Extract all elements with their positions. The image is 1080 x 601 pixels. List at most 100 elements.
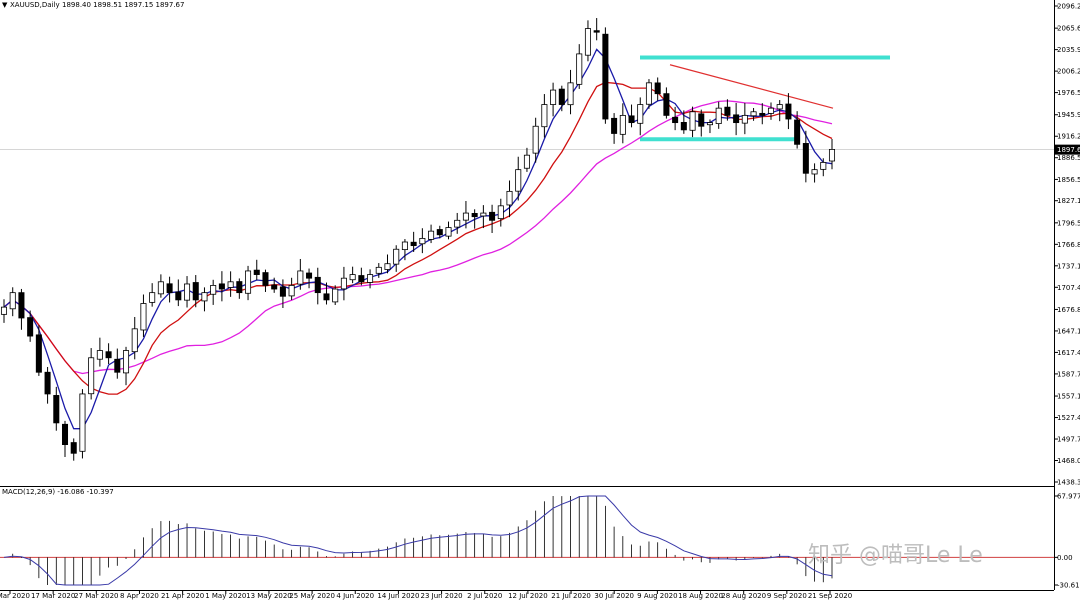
candle-body (637, 104, 644, 124)
price-tick-label: 1916.20 (1057, 133, 1080, 141)
candle-body (236, 281, 243, 294)
price-tick-label: 1945.90 (1057, 111, 1080, 119)
date-tick-label: 21 Apr 2020 (161, 592, 204, 600)
current-price-box (1055, 144, 1080, 155)
candle-body (175, 291, 182, 301)
candle-body (384, 263, 391, 270)
candle-body (157, 281, 164, 295)
candle-body (741, 114, 748, 124)
candle-body (367, 274, 374, 283)
candle-body (123, 350, 130, 374)
candle-body (532, 125, 539, 154)
candle-body (70, 442, 77, 454)
candle-body (393, 248, 400, 265)
candle-body (436, 229, 443, 236)
candle-body (811, 169, 818, 175)
price-tick-label: 1766.80 (1057, 241, 1080, 249)
date-tick-label: 8 Apr 2020 (120, 592, 159, 600)
date-tick-label: 9 Sep 2020 (767, 592, 807, 600)
price-tick-label: 1557.10 (1057, 393, 1080, 401)
candle-body (672, 116, 679, 124)
candle-body (140, 303, 147, 331)
price-tick-label: 1976.50 (1057, 89, 1080, 97)
candle-body (105, 351, 112, 359)
candle-body (210, 285, 217, 295)
macd-tick-label: 0.00 (1057, 554, 1073, 562)
candle-body (515, 169, 522, 192)
candle-body (79, 393, 86, 452)
price-tick-label: 2006.20 (1057, 68, 1080, 76)
date-tick-label: 27 Mar 2020 (74, 592, 118, 600)
price-tick-label: 1438.30 (1057, 479, 1080, 487)
date-tick-label: 30 Jul 2020 (594, 592, 634, 600)
date-tick-label: 4 Jun 2020 (336, 592, 374, 600)
price-tick-label: 1617.40 (1057, 349, 1080, 357)
candle-body (18, 292, 25, 319)
price-tick-label: 1497.70 (1057, 436, 1080, 444)
candle-body (201, 292, 208, 302)
candle-body (724, 106, 731, 116)
axis-layer: 2096.20 2065.60 2035.90 2006.20 1976.50 1945.… (0, 3, 1080, 600)
price-tick-label: 1527.40 (1057, 414, 1080, 422)
candle-body (541, 104, 548, 128)
candle-body (166, 283, 173, 294)
price-tick-label: 1827.10 (1057, 197, 1080, 205)
candle-body (114, 358, 121, 373)
candle-body (645, 82, 652, 105)
date-tick-label: 14 Jun 2020 (377, 592, 419, 600)
candle-body (88, 357, 95, 395)
price-layer (0, 18, 1054, 461)
price-tick-label: 1676.80 (1057, 306, 1080, 314)
candle-body (602, 33, 609, 120)
candle-body (663, 93, 670, 116)
date-tick-label: 13 May 2020 (246, 592, 292, 600)
candle-body (593, 30, 600, 33)
candle-body (715, 107, 722, 124)
candle-body (794, 119, 801, 145)
candle-body (698, 113, 705, 127)
date-tick-label: 23 Jun 2020 (421, 592, 463, 600)
trendline (669, 64, 834, 109)
candle-body (654, 82, 661, 95)
candle-body (358, 275, 365, 283)
candle-body (131, 328, 138, 353)
macd-layer (0, 495, 1054, 586)
candle-body (550, 89, 557, 105)
candle-body (245, 270, 252, 294)
candle-body (454, 219, 461, 228)
date-tick-label: 25 May 2020 (289, 592, 335, 600)
candle-body (323, 293, 330, 301)
candle-body (750, 111, 757, 117)
macd-signal-line (3, 495, 833, 586)
candle-body (96, 350, 103, 360)
candle-body (271, 284, 278, 290)
candle-body (44, 371, 51, 395)
candle-body (820, 162, 827, 170)
date-tick-label: 18 Aug 2020 (678, 592, 723, 600)
date-tick-label: 9 Aug 2020 (637, 592, 677, 600)
price-tick-label: 1707.40 (1057, 284, 1080, 292)
date-tick-label: 21 Jul 2020 (551, 592, 591, 600)
price-tick-label: 1796.50 (1057, 219, 1080, 227)
candle-body (419, 237, 426, 245)
candle-body (332, 288, 339, 303)
date-tick-label: 5 Mar 2020 (0, 592, 30, 600)
current-price-label: 1897.67 (1057, 146, 1080, 154)
symbol-arrow-icon: ▼ (2, 1, 8, 9)
candle-body (340, 277, 347, 290)
ma-mid-line (3, 81, 833, 395)
candle-body (218, 283, 225, 290)
candle-body (401, 241, 408, 251)
date-tick-label: 1 May 2020 (205, 592, 246, 600)
candle-body (462, 212, 469, 221)
candle-body (61, 423, 69, 445)
macd-tick-label: -30.618 (1057, 582, 1080, 590)
candle-body (567, 82, 574, 106)
candle-body (689, 111, 696, 131)
macd-tick-label: 67.977 (1057, 493, 1080, 501)
candle-body (227, 281, 234, 288)
candle-body (53, 395, 60, 424)
candle-body (619, 114, 626, 135)
price-tick-label: 1856.50 (1057, 176, 1080, 184)
